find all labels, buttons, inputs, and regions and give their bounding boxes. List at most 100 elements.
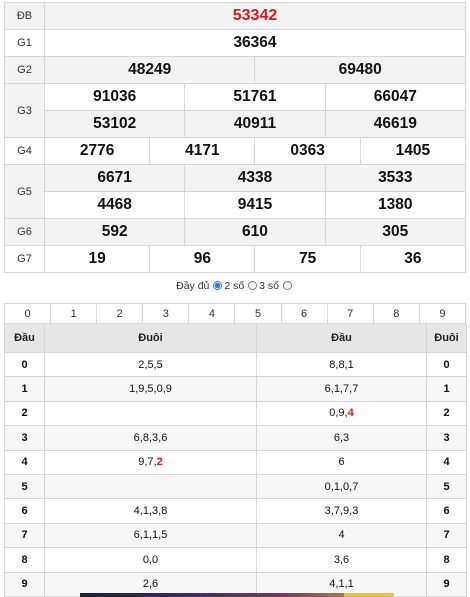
prize-number: 4338 (184, 164, 326, 192)
prize-label: ĐB (4, 2, 45, 30)
head-values: 0,1,0,7 (256, 473, 427, 500)
display-options: Đầy đủ 2 số 3 số (0, 278, 470, 294)
head-digit: 4 (4, 449, 45, 475)
option-three-digit-label: 3 số (259, 280, 279, 292)
tail-digit: 7 (426, 522, 467, 549)
head-values: 3,6 (256, 547, 427, 573)
table-row: 6 4,1,3,8 3,7,9,3 6 (4, 498, 467, 524)
special-prize-number: 53342 (44, 2, 466, 30)
digit-filter-8[interactable]: 8 (372, 303, 420, 324)
prize-row-g3a: G3 91036 51761 66047 (4, 83, 467, 138)
radio-two-digit[interactable] (248, 281, 258, 290)
tail-digit: 3 (426, 425, 467, 451)
table-row: 1 1,9,5,0,9 6,1,7,7 1 (4, 376, 467, 402)
table-row: 3 6,8,3,6 6,3 3 (4, 425, 467, 451)
digit-filter-3[interactable]: 3 (142, 303, 190, 324)
tail-values: 0,0 (44, 547, 257, 573)
prize-row-special: ĐB 53342 (4, 2, 466, 30)
radio-full[interactable] (213, 281, 223, 290)
digit-filter-6[interactable]: 6 (280, 303, 328, 324)
digit-filter-bar: 0 1 2 3 4 5 6 7 8 9 (3, 303, 467, 324)
prize-number: 305 (324, 218, 467, 246)
prize-row-g2: G2 48249 69480 (4, 56, 466, 84)
option-two-digit-label: 2 số (224, 280, 245, 292)
head-digit: 3 (4, 425, 45, 451)
tail-values-text: 9,7, (138, 456, 157, 469)
table-row: 7 6,1,1,5 4 7 (4, 522, 467, 549)
option-full-label: Đầy đủ (176, 280, 210, 292)
prize-label: G6 (4, 218, 45, 246)
prize-row-g1: G1 36364 (4, 29, 466, 57)
tail-values: 2,5,5 (44, 351, 257, 378)
tail-digit: 6 (426, 498, 467, 524)
prize-label: G4 (4, 137, 45, 165)
prize-number: 6671 (43, 164, 186, 192)
prize-row-g3b: 53102 40911 46619 (5, 110, 467, 138)
head-digit: 0 (4, 351, 45, 378)
radio-three-digit[interactable] (282, 281, 292, 290)
head-values: 4,1,1 (256, 571, 427, 597)
head-values: 3,7,9,3 (256, 498, 427, 524)
tail-digit: 0 (426, 351, 467, 378)
tail-values: 1,9,5,0,9 (44, 376, 257, 402)
prize-number: 4171 (149, 137, 256, 165)
prize-number: 3533 (324, 164, 467, 192)
digit-filter-0[interactable]: 0 (3, 303, 52, 324)
digit-filter-9[interactable]: 9 (418, 303, 467, 324)
head-digit: 2 (4, 400, 45, 427)
digit-filter-4[interactable]: 4 (188, 303, 236, 324)
prize-number: 40911 (184, 110, 326, 138)
prize-number: 19 (43, 245, 151, 273)
tail-values (44, 473, 257, 500)
prize-number: 4468 (43, 191, 186, 219)
prize-number: 592 (43, 218, 186, 246)
head-values: 0,9,4 (256, 400, 427, 427)
prize-number: 1405 (359, 137, 467, 165)
prize-label: G3 (4, 83, 45, 138)
prize-number: 9415 (184, 191, 326, 219)
digit-filter-1[interactable]: 1 (50, 303, 98, 324)
digit-filter-2[interactable]: 2 (96, 303, 144, 324)
digit-filter-5[interactable]: 5 (234, 303, 282, 324)
prize-number: 46619 (324, 110, 467, 138)
prize-row-g4: G4 2776 4171 0363 1405 (4, 137, 467, 165)
prize-row-g5b: 4468 9415 1380 (5, 191, 467, 219)
prize-number: 48249 (43, 56, 256, 84)
lottery-results-table: ĐB 53342 G1 36364 G2 48249 69480 G3 9103… (4, 2, 467, 273)
head-values: 8,8,1 (256, 351, 427, 378)
prize-label: G1 (4, 29, 45, 57)
prize-number: 2776 (43, 137, 151, 165)
prize-number: 96 (149, 245, 256, 273)
digit-filter-7[interactable]: 7 (326, 303, 374, 324)
head-digit: 7 (4, 522, 45, 549)
tail-digit: 1 (426, 376, 467, 402)
advertisement-banner-accent[interactable] (344, 593, 394, 597)
prize-number: 53102 (43, 110, 186, 138)
prize-number: 610 (184, 218, 326, 246)
prize-number: 36 (359, 245, 467, 273)
table-row: 2 0,9,4 2 (4, 400, 467, 427)
prize-label: G5 (4, 164, 45, 219)
tail-values (44, 400, 257, 427)
head-values-text: 0,9, (329, 407, 348, 420)
tail-digit: 8 (426, 547, 467, 573)
table-row: 8 0,0 3,6 8 (4, 547, 467, 573)
tail-values: 6,8,3,6 (44, 425, 257, 451)
tail-values: 2,6 (44, 571, 257, 597)
prize-number: 75 (254, 245, 361, 273)
tail-values: 6,1,1,5 (44, 522, 257, 549)
tail-values: 9,7,2 (44, 449, 257, 475)
header-dau-2: Đầu (256, 323, 427, 353)
loto-head-tail-table: Đầu Đuôi Đầu Đuôi 0 2,5,5 8,8,1 0 1 1,9,… (4, 323, 467, 597)
prize-label: G7 (4, 245, 45, 273)
table-row: 5 0,1,0,7 5 (4, 473, 467, 500)
tail-digit: 4 (426, 449, 467, 475)
tail-values: 4,1,3,8 (44, 498, 257, 524)
head-digit: 9 (4, 571, 45, 597)
header-duoi-2: Đuôi (426, 323, 467, 353)
prize-number: 69480 (254, 56, 466, 84)
advertisement-banner[interactable] (80, 593, 390, 597)
prize-row-g7: G7 19 96 75 36 (4, 245, 467, 273)
special-highlight: 4 (347, 407, 354, 420)
table-row: 4 9,7,2 6 4 (4, 449, 467, 475)
